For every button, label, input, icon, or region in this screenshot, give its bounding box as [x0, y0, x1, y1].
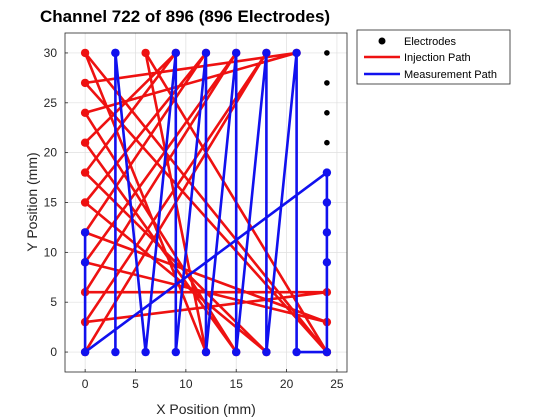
measurement-path-point [322, 228, 332, 237]
measurement-path-point [80, 347, 90, 357]
measurement-path-point [141, 347, 150, 357]
measurement-path-point [322, 168, 332, 177]
y-tick-label: 10 [44, 245, 58, 259]
injection-path-point [80, 138, 90, 147]
y-tick-label: 20 [44, 146, 58, 160]
injection-path-point [80, 108, 90, 118]
measurement-path-point [232, 347, 241, 357]
x-tick-label: 15 [230, 377, 244, 391]
y-tick-label: 30 [44, 46, 58, 60]
measurement-path-point [171, 347, 180, 357]
injection-path-point [80, 198, 90, 207]
x-tick-label: 10 [179, 377, 193, 391]
electrodes-point [324, 139, 330, 146]
measurement-path-point [111, 347, 120, 357]
legend: Electrodes Injection Path Measurement Pa… [356, 29, 511, 85]
measurement-path-point [201, 48, 211, 58]
injection-path-point [80, 168, 90, 177]
measurement-path-point [232, 48, 241, 58]
legend-electrodes-marker [378, 37, 386, 45]
electrodes-point [324, 80, 330, 86]
measurement-path-point [292, 48, 301, 58]
measurement-path-point [80, 228, 90, 237]
injection-path-point [141, 48, 150, 58]
measurement-path-line [83, 51, 329, 354]
x-tick-label: 5 [132, 377, 139, 391]
y-axis-label: Y Position (mm) [24, 152, 40, 251]
y-tick-label: 5 [50, 295, 57, 309]
measurement-path-series [80, 48, 332, 357]
measurement-path-point [262, 48, 271, 58]
measurement-path-point [201, 347, 211, 357]
x-tick-label: 0 [82, 377, 89, 391]
electrodes-point [324, 50, 330, 56]
injection-path-point [80, 48, 90, 58]
injection-path-point [80, 78, 90, 88]
x-tick-label: 20 [280, 377, 294, 391]
y-tick-label: 25 [44, 96, 58, 110]
series-layer [80, 48, 332, 357]
electrodes-series [324, 50, 330, 146]
chart-title: Channel 722 of 896 (896 Electrodes) [40, 7, 330, 26]
measurement-path-point [322, 258, 332, 267]
y-tick-label: 0 [50, 345, 57, 359]
x-axis-label: X Position (mm) [156, 401, 256, 417]
measurement-path-point [322, 198, 332, 207]
measurement-path-point [171, 48, 180, 58]
y-tick-label: 15 [44, 196, 58, 210]
measurement-path-point [322, 347, 332, 357]
measurement-path-point [111, 48, 120, 58]
legend-injection: Injection Path [404, 52, 471, 64]
measurement-path-point [292, 347, 301, 357]
measurement-path-point [262, 347, 271, 357]
legend-electrodes: Electrodes [404, 36, 456, 48]
ticks: 0 5 10 15 20 25 0 5 10 15 20 25 30 [44, 46, 344, 391]
legend-measurement: Measurement Path [404, 69, 497, 81]
x-tick-label: 25 [330, 377, 344, 391]
electrodes-point [324, 110, 330, 116]
measurement-path-point [80, 258, 90, 267]
